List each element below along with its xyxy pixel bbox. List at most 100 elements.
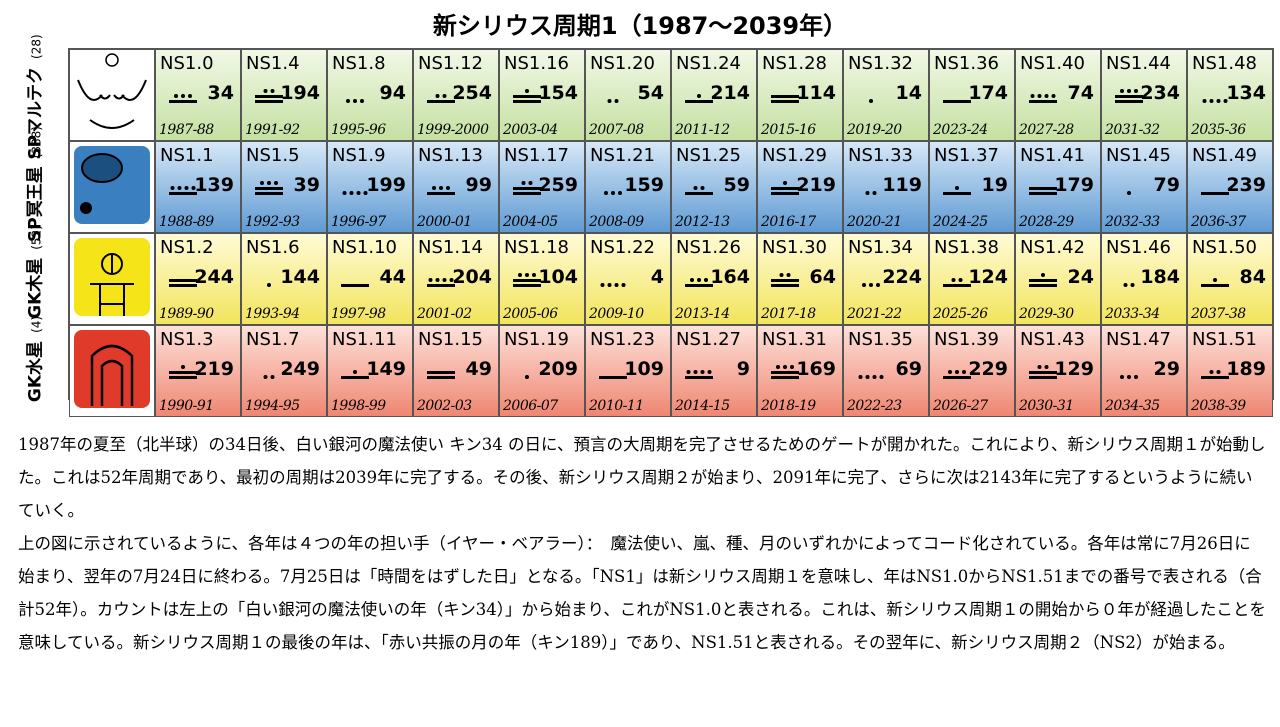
year-cell: NS1.45 79 2032-33 <box>1101 141 1187 233</box>
year-cell: NS1.28 114 2015-16 <box>757 49 843 141</box>
tone-glyph <box>513 273 541 287</box>
year-range: 2006-07 <box>503 398 558 414</box>
ns-number: NS1.25 <box>676 145 741 166</box>
row-label: GK水星 (4) <box>0 311 66 402</box>
tone-glyph <box>1029 187 1057 195</box>
bearer-count: (52) <box>29 224 44 250</box>
ns-number: NS1.30 <box>762 237 827 258</box>
tone-glyph <box>169 186 197 195</box>
year-cell: NS1.17 259 2004-05 <box>499 141 585 233</box>
year-range: 2019-20 <box>847 122 902 138</box>
kin-number: 219 <box>194 358 234 380</box>
ns-number: NS1.5 <box>246 145 300 166</box>
ns-number: NS1.42 <box>1020 237 1085 258</box>
year-cell: NS1.21 159 2008-09 <box>585 141 671 233</box>
kin-number: 29 <box>1153 358 1180 380</box>
ns-number: NS1.21 <box>590 145 655 166</box>
year-range: 2018-19 <box>761 398 816 414</box>
kin-number: 219 <box>796 174 836 196</box>
kin-number: 84 <box>1239 266 1266 288</box>
ns-number: NS1.16 <box>504 53 569 74</box>
year-cell: NS1.9 199 1996-97 <box>327 141 413 233</box>
tone-glyph <box>169 94 197 103</box>
kin-number: 179 <box>1054 174 1094 196</box>
year-range: 2034-35 <box>1105 398 1160 414</box>
kin-number: 69 <box>895 358 922 380</box>
glyph-icon <box>74 330 150 408</box>
ns-number: NS1.19 <box>504 329 569 350</box>
year-cell: NS1.19 209 2006-07 <box>499 325 585 417</box>
year-cell: NS1.1 139 1988-89 <box>155 141 241 233</box>
ns-number: NS1.31 <box>762 329 827 350</box>
kin-number: 34 <box>207 82 234 104</box>
ns-number: NS1.28 <box>762 53 827 74</box>
kin-number: 109 <box>624 358 664 380</box>
ns-number: NS1.32 <box>848 53 913 74</box>
year-cell: NS1.20 54 2007-08 <box>585 49 671 141</box>
tone-glyph <box>865 191 877 195</box>
kin-number: 184 <box>1140 266 1180 288</box>
tone-glyph <box>1127 191 1131 195</box>
ns-number: NS1.0 <box>160 53 214 74</box>
year-cell: NS1.8 94 1995-96 <box>327 49 413 141</box>
year-range: 2014-15 <box>675 398 730 414</box>
year-range: 1993-94 <box>245 306 300 322</box>
year-cell: NS1.32 14 2019-20 <box>843 49 929 141</box>
kin-number: 39 <box>293 174 320 196</box>
year-range: 1990-91 <box>159 398 214 414</box>
ns-number: NS1.6 <box>246 237 300 258</box>
paragraph: 上の図に示されているように、各年は４つの年の担い手（イヤー・ベアラー）： 魔法使… <box>18 534 1266 652</box>
ns-number: NS1.40 <box>1020 53 1085 74</box>
tone-glyph <box>1029 365 1057 379</box>
paragraph: 1987年の夏至（北半球）の34日後、白い銀河の魔法使い キン34 の日に、預言… <box>18 435 1266 520</box>
kin-number: 214 <box>710 82 750 104</box>
ns-number: NS1.8 <box>332 53 386 74</box>
ns-number: NS1.18 <box>504 237 569 258</box>
kin-number: 54 <box>637 82 664 104</box>
kin-number: 74 <box>1067 82 1094 104</box>
year-range: 2007-08 <box>589 122 644 138</box>
tone-glyph <box>1120 375 1138 379</box>
year-cell: NS1.18 104 2005-06 <box>499 233 585 325</box>
year-cell: NS1.27 9 2014-15 <box>671 325 757 417</box>
tone-glyph <box>1201 278 1229 287</box>
tone-glyph <box>1202 99 1228 103</box>
tone-glyph <box>525 375 529 379</box>
tone-glyph <box>943 278 971 287</box>
tone-glyph <box>771 273 799 287</box>
year-range: 1987-88 <box>159 122 214 138</box>
year-cell: NS1.48 134 2035-36 <box>1187 49 1273 141</box>
ns-number: NS1.36 <box>934 53 999 74</box>
year-range: 2005-06 <box>503 306 558 322</box>
year-range: 2002-03 <box>417 398 472 414</box>
year-range: 2023-24 <box>933 122 988 138</box>
year-cell: NS1.51 189 2038-39 <box>1187 325 1273 417</box>
year-range: 2032-33 <box>1105 214 1160 230</box>
year-range: 2020-21 <box>847 214 902 230</box>
year-cell: NS1.43 129 2030-31 <box>1015 325 1101 417</box>
tone-glyph <box>1029 94 1057 103</box>
ns-number: NS1.13 <box>418 145 483 166</box>
year-cell: NS1.6 144 1993-94 <box>241 233 327 325</box>
bearer-icon <box>69 141 155 233</box>
year-cell: NS1.31 169 2018-19 <box>757 325 843 417</box>
tone-glyph <box>341 370 369 379</box>
year-cell: NS1.10 44 1997-98 <box>327 233 413 325</box>
tone-glyph <box>341 284 369 287</box>
year-cell: NS1.38 124 2025-26 <box>929 233 1015 325</box>
ns-number: NS1.39 <box>934 329 999 350</box>
year-range: 2027-28 <box>1019 122 1074 138</box>
row-label-text: SP冥王星(388) <box>21 126 46 242</box>
year-range: 2025-26 <box>933 306 988 322</box>
year-cell: NS1.14 204 2001-02 <box>413 233 499 325</box>
year-cell: NS1.22 4 2009-10 <box>585 233 671 325</box>
tone-glyph <box>263 375 275 379</box>
tone-glyph <box>427 278 455 287</box>
kin-number: 209 <box>538 358 578 380</box>
year-range: 2000-01 <box>417 214 472 230</box>
kin-number: 44 <box>379 266 406 288</box>
tone-glyph <box>604 191 622 195</box>
tone-glyph <box>685 278 713 287</box>
year-cell: NS1.26 164 2013-14 <box>671 233 757 325</box>
